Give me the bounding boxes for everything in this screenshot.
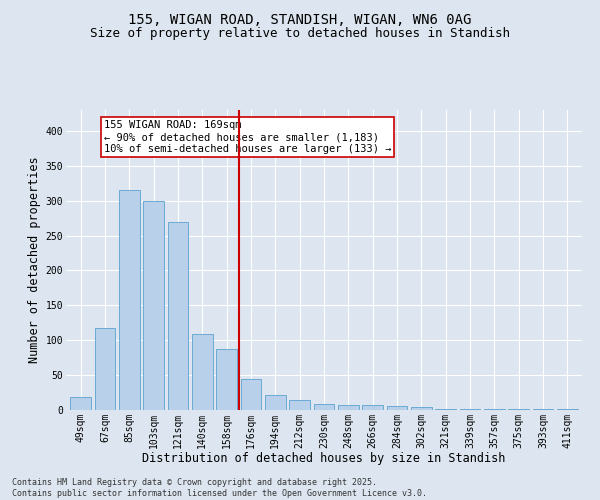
Bar [338,405,359,410]
Bar [167,222,188,410]
Text: Contains HM Land Registry data © Crown copyright and database right 2025.
Contai: Contains HM Land Registry data © Crown c… [12,478,427,498]
Bar [411,407,432,410]
X-axis label: Distribution of detached houses by size in Standish: Distribution of detached houses by size … [142,452,506,465]
Bar [119,190,140,410]
Bar [386,406,407,410]
Bar [557,408,578,410]
Bar [216,348,237,410]
Bar [484,408,505,410]
Bar [241,380,262,410]
Bar [143,200,164,410]
Bar [436,408,456,410]
Bar [289,400,310,410]
Bar [265,396,286,410]
Y-axis label: Number of detached properties: Number of detached properties [28,156,41,364]
Text: Size of property relative to detached houses in Standish: Size of property relative to detached ho… [90,28,510,40]
Bar [70,396,91,410]
Bar [192,334,212,410]
Text: 155 WIGAN ROAD: 169sqm
← 90% of detached houses are smaller (1,183)
10% of semi-: 155 WIGAN ROAD: 169sqm ← 90% of detached… [104,120,391,154]
Text: 155, WIGAN ROAD, STANDISH, WIGAN, WN6 0AG: 155, WIGAN ROAD, STANDISH, WIGAN, WN6 0A… [128,12,472,26]
Bar [95,328,115,410]
Bar [314,404,334,410]
Bar [362,405,383,410]
